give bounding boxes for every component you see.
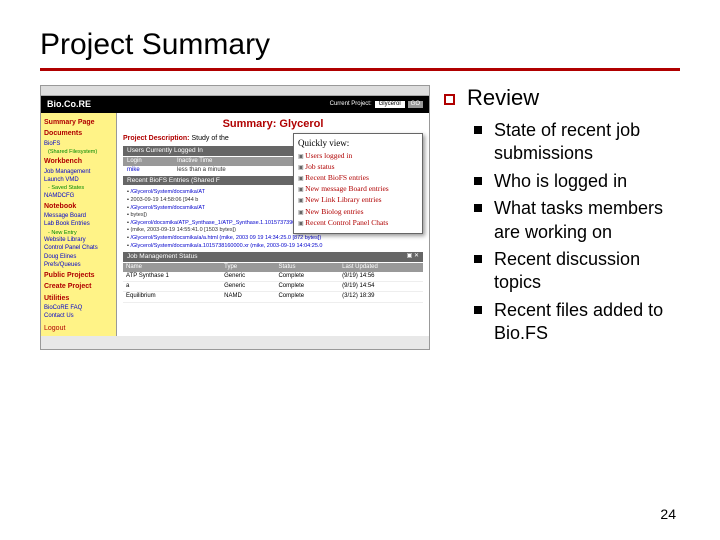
bullet-box-icon [444,94,455,105]
file-entry[interactable]: /Glycerol/System/docsmika/a.101573816000… [135,243,419,250]
sidebar-prefs[interactable]: Prefs/Queues [44,262,113,269]
quickview-item[interactable]: Users logged in [298,151,418,161]
quickview-item[interactable]: Recent BioFS entries [298,173,418,183]
sidebar-logout[interactable]: Logout [44,325,113,333]
app-screenshot: Bio.Co.RE Current Project: Glycerol GO S… [40,85,430,350]
users-col-login: Login [127,158,177,165]
file-entry[interactable]: /Glycerol/System/docsmika/a/a.html (mike… [135,235,419,242]
users-bar-label: Users Currently Logged In [127,147,203,155]
review-item: State of recent job submissions [474,119,680,166]
table-row: ATP Synthase 1 Generic Complete (9/19) 1… [123,272,423,282]
job-name[interactable]: ATP Synthase 1 [123,272,221,282]
title-underline [40,68,680,71]
sidebar-notebook[interactable]: Notebook [44,203,113,211]
job-type: Generic [221,282,275,292]
jobs-bar: Job Management Status ▣ ✕ [123,252,423,262]
job-status: Complete [275,292,339,302]
jobs-table: Name Type Status Last Updated ATP Syntha… [123,263,423,303]
sidebar-cp-chats[interactable]: Control Panel Chats [44,245,113,252]
job-type: NAMD [221,292,275,302]
slide-title: Project Summary [40,28,680,62]
users-col-inactive: Inactive Time [177,158,212,165]
sidebar-public[interactable]: Public Projects [44,272,113,280]
quickview-title: Quickly view: [298,138,418,149]
browser-chrome [41,86,429,96]
sidebar-namdcfg[interactable]: NAMDCFG [44,193,113,200]
app-name: Bio.Co.RE [47,99,91,110]
job-name[interactable]: Equilibrium [123,292,221,302]
page-title: Summary: Glycerol [123,118,423,131]
sidebar-contact[interactable]: Contact Us [44,313,113,320]
review-item: Recent files added to Bio.FS [474,299,680,346]
job-updated: (9/19) 14:56 [339,272,423,282]
sidebar-job-mgmt[interactable]: Job Management [44,169,113,176]
review-item: Recent discussion topics [474,248,680,295]
sidebar-summary[interactable]: Summary Page [44,119,113,127]
current-project-value[interactable]: Glycerol [375,101,405,108]
jobs-col-type: Type [221,263,275,272]
table-header-row: Name Type Status Last Updated [123,263,423,272]
review-item: Who is logged in [474,170,680,193]
job-status: Complete [275,282,339,292]
sidebar-launch-vmd[interactable]: Launch VMD [44,177,113,184]
review-item: What tasks members are working on [474,197,680,244]
sidebar-workbench[interactable]: Workbench [44,158,113,166]
jobs-col-status: Status [275,263,339,272]
quickview-item[interactable]: New Link Library entries [298,195,418,205]
sidebar-doug[interactable]: Doug Elines [44,254,113,261]
sidebar-create[interactable]: Create Project [44,283,113,291]
app-header: Bio.Co.RE Current Project: Glycerol GO [41,96,429,113]
main-panel: Summary: Glycerol Project Description: S… [117,113,429,336]
job-updated: (3/12) 18:39 [339,292,423,302]
quickview-item[interactable]: New message Board entries [298,184,418,194]
sidebar-saved-states[interactable]: - Saved States [48,185,113,192]
jobs-bar-label: Job Management Status [127,253,197,261]
go-button[interactable]: GO [408,101,423,108]
job-type: Generic [221,272,275,282]
project-desc-value: Study of the [191,135,228,142]
sidebar-web-lib[interactable]: Website Library [44,237,113,244]
project-selector[interactable]: Current Project: Glycerol GO [330,99,423,110]
table-row: Equilibrium NAMD Complete (3/12) 18:39 [123,292,423,302]
job-name[interactable]: a [123,282,221,292]
quickview-item[interactable]: New Biolog entries [298,207,418,217]
quickview-popup: Quickly view: Users logged in Job status… [293,133,423,234]
sidebar-biofs[interactable]: BioFS [44,141,113,148]
sidebar-documents[interactable]: Documents [44,130,113,138]
biofs-bar-label: Recent BioFS Entries (Shared F [127,177,220,185]
panel-icons[interactable]: ▣ ✕ [407,253,419,261]
sidebar-new-entry[interactable]: - New Entry [48,230,113,237]
sidebar-faq[interactable]: BioCoRE FAQ [44,305,113,312]
user-login: mike [127,167,177,174]
project-desc-label: Project Description: [123,135,190,142]
sidebar: Summary Page Documents BioFS (Shared Fil… [41,113,117,336]
sidebar-msg-board[interactable]: Message Board [44,213,113,220]
review-heading: Review [467,85,539,111]
table-row: a Generic Complete (9/19) 14:54 [123,282,423,292]
current-project-label: Current Project: [330,101,372,108]
page-number: 24 [660,506,676,522]
quickview-item[interactable]: Recent Control Panel Chats [298,218,418,228]
jobs-col-name: Name [123,263,221,272]
review-list: State of recent job submissions Who is l… [444,119,680,346]
user-inactive: less than a minute [177,167,226,174]
quickview-item[interactable]: Job status [298,162,418,172]
review-section: Review State of recent job submissions W… [444,85,680,350]
jobs-col-updated: Last Updated [339,263,423,272]
job-status: Complete [275,272,339,282]
sidebar-utilities[interactable]: Utilities [44,295,113,303]
sidebar-lab-book[interactable]: Lab Book Entries [44,221,113,228]
sidebar-biofs-sub: (Shared Filesystem) [48,149,113,156]
job-updated: (9/19) 14:54 [339,282,423,292]
